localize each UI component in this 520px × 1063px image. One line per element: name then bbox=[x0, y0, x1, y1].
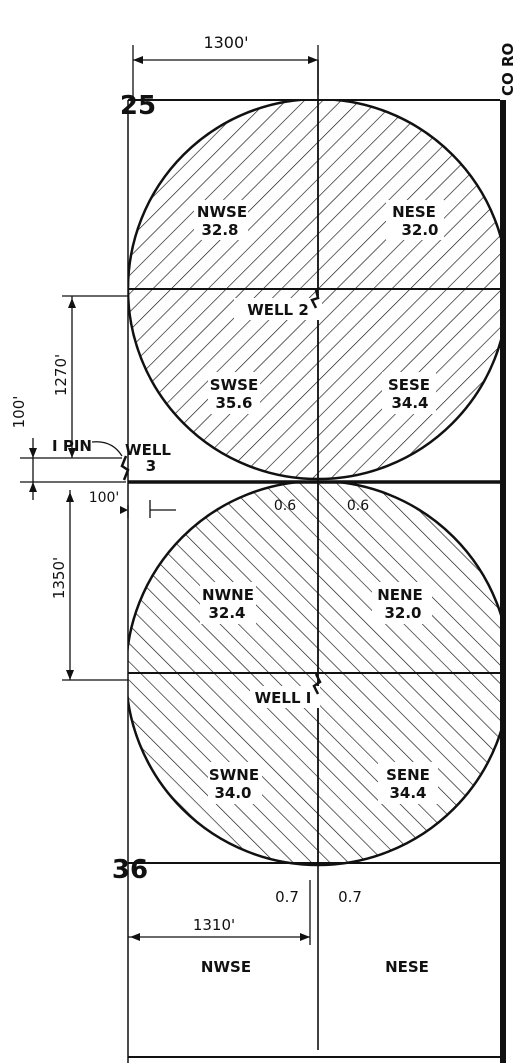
bottom-tract-left: NWSE bbox=[201, 958, 251, 976]
dim-upper-height bbox=[62, 295, 128, 458]
tract-acres-sese: 34.4 bbox=[391, 394, 428, 412]
area-mid-left: 0.6 bbox=[274, 498, 296, 514]
dim-offset-vertical-label: 100' bbox=[10, 396, 28, 429]
area-bottom-right: 0.7 bbox=[338, 888, 362, 906]
tract-acres-sene: 34.4 bbox=[389, 784, 426, 802]
section-number-upper: 25 bbox=[120, 91, 156, 121]
tract-acres-nese: 32.0 bbox=[401, 221, 438, 239]
tract-name-swse: SWSE bbox=[210, 376, 258, 394]
tract-acres-nwse: 32.8 bbox=[201, 221, 238, 239]
well-3-word: WELL bbox=[125, 441, 171, 459]
dim-bottom-width-label: 1310' bbox=[193, 916, 235, 934]
tract-name-sene: SENE bbox=[386, 766, 430, 784]
tract-name-nese: NESE bbox=[392, 203, 436, 221]
dim-lower-height bbox=[62, 490, 128, 681]
section-number-lower: 36 bbox=[112, 855, 148, 885]
well-2-icon bbox=[310, 289, 320, 309]
tract-name-nwne: NWNE bbox=[202, 586, 254, 604]
dim-bottom-width bbox=[128, 880, 311, 945]
well-3-icon bbox=[120, 455, 130, 481]
tract-acres-swne: 34.0 bbox=[214, 784, 251, 802]
area-mid-right: 0.6 bbox=[347, 498, 369, 514]
tract-name-sese: SESE bbox=[388, 376, 430, 394]
tract-name-nwse: NWSE bbox=[197, 203, 247, 221]
tract-acres-nwne: 32.4 bbox=[208, 604, 245, 622]
well-1-label: WELL I bbox=[255, 689, 312, 707]
dim-top-width-label: 1300' bbox=[203, 33, 248, 52]
road-label: CO RO bbox=[499, 43, 517, 96]
well-2-label: WELL 2 bbox=[247, 301, 309, 319]
tract-name-nene: NENE bbox=[377, 586, 423, 604]
tract-name-swne: SWNE bbox=[209, 766, 259, 784]
tract-acres-nene: 32.0 bbox=[384, 604, 421, 622]
dim-upper-height-label: 1270' bbox=[52, 354, 70, 396]
pin-leader bbox=[91, 441, 123, 457]
dim-offset-horizontal-label: 100' bbox=[89, 490, 120, 506]
dim-offset-horizontal bbox=[120, 500, 176, 518]
pin-label: I PIN bbox=[52, 437, 92, 455]
dim-offset-vertical bbox=[20, 438, 126, 500]
well-3-number: 3 bbox=[146, 457, 156, 475]
tract-acres-swse: 35.6 bbox=[215, 394, 252, 412]
area-bottom-left: 0.7 bbox=[275, 888, 299, 906]
bottom-tract-right: NESE bbox=[385, 958, 429, 976]
dim-top-width bbox=[132, 45, 319, 100]
label-masks bbox=[194, 200, 444, 804]
well-1-icon bbox=[312, 673, 322, 695]
dim-lower-height-label: 1350' bbox=[50, 557, 68, 599]
